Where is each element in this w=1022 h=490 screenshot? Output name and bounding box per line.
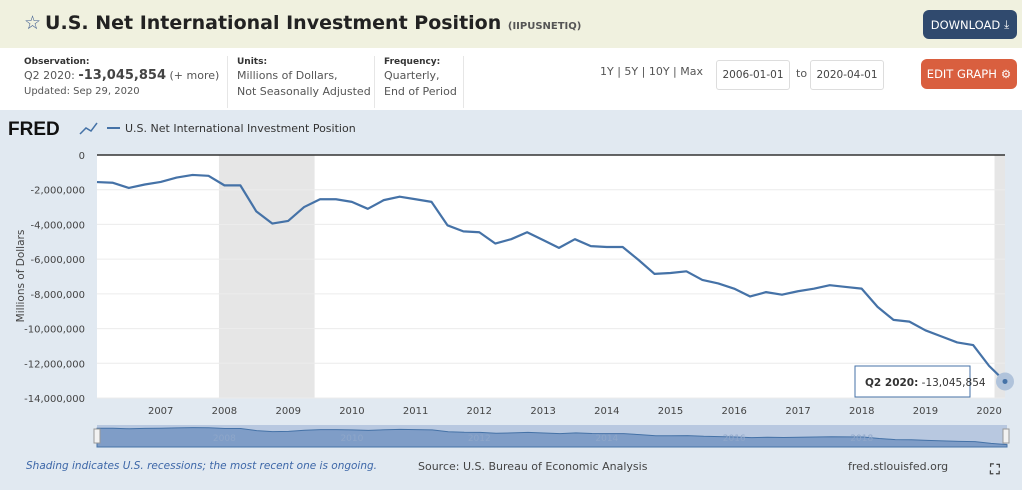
observation-label: Observation: (24, 57, 90, 67)
x-tick-label: 2017 (785, 406, 810, 417)
frequency-block: Frequency: Quarterly, End of Period (384, 56, 457, 100)
x-tick-label: 2008 (212, 406, 237, 417)
navigator-right-handle[interactable] (1002, 428, 1010, 444)
range-10y[interactable]: 10Y (648, 65, 670, 78)
star-icon[interactable]: ☆ (24, 12, 42, 34)
logo-graph-icon (79, 122, 98, 135)
x-tick-label: 2015 (658, 406, 683, 417)
observation-block: Observation: Q2 2020: -13,045,854 (+ mor… (24, 56, 219, 100)
fullscreen-icon[interactable]: ⛶ (990, 462, 1000, 478)
series-title: U.S. Net International Investment Positi… (45, 12, 502, 34)
divider (374, 56, 375, 108)
x-tick-label: 2020 (976, 406, 1001, 417)
x-tick-label: 2014 (594, 406, 619, 417)
y-tick-label: -4,000,000 (30, 220, 85, 231)
recession-shading (218, 155, 315, 398)
site-link[interactable]: fred.stlouisfed.org (848, 460, 949, 473)
series-line (96, 173, 1006, 383)
page-title: ☆ U.S. Net International Investment Posit… (24, 12, 581, 34)
tooltip: Q2 2020: -13,045,854 (854, 365, 986, 398)
edit-graph-label: EDIT GRAPH (926, 67, 997, 81)
navigator-label: 2016 (723, 434, 746, 444)
frequency-label: Frequency: (384, 57, 441, 67)
y-tick-label: -12,000,000 (24, 359, 85, 370)
y-tick-label: -10,000,000 (24, 325, 85, 336)
updated-date: Updated: Sep 29, 2020 (24, 86, 140, 97)
x-tick-label: 2007 (148, 406, 173, 417)
y-tick-label: -14,000,000 (24, 394, 85, 405)
units-line2: Not Seasonally Adjusted (237, 85, 371, 98)
range-selector: 1Y | 5Y | 10Y | Max (600, 65, 704, 78)
source-label: Source: U.S. Bureau of Economic Analysis (418, 460, 648, 473)
edit-graph-button[interactable]: EDIT GRAPH ⚙ (921, 59, 1017, 89)
x-tick-label: 2010 (339, 406, 364, 417)
x-tick-label: 2011 (403, 406, 428, 417)
download-icon: ⤓ (1004, 17, 1010, 31)
download-label: DOWNLOAD (930, 17, 1001, 32)
frequency-line1: Quarterly, (384, 69, 440, 82)
navigator[interactable]: 2008 2010 2012 2014 2016 2018 (93, 425, 1010, 448)
navigator-left-handle[interactable] (93, 428, 101, 444)
divider (227, 56, 228, 108)
navigator-label: 2008 (213, 434, 236, 444)
x-tick-label: 2009 (276, 406, 301, 417)
x-tick-label: 2018 (849, 406, 874, 417)
navigator-label: 2014 (595, 434, 618, 444)
units-line1: Millions of Dollars, (237, 69, 338, 82)
svg-text:Q2 2020: -13,045,854: Q2 2020: -13,045,854 (865, 377, 986, 389)
to-label: to (796, 67, 808, 80)
end-date-input[interactable]: 2020-04-01 (810, 60, 884, 90)
frequency-line2: End of Period (384, 85, 457, 98)
y-tick-label: 0 (79, 151, 85, 162)
x-tick-label: 2019 (913, 406, 938, 417)
gear-icon: ⚙ (1000, 67, 1012, 81)
recession-note[interactable]: Shading indicates U.S. recessions; the m… (26, 460, 378, 472)
series-id: (IIPUSNETIQ) (507, 21, 582, 32)
divider (463, 56, 464, 108)
legend-label: U.S. Net International Investment Positi… (125, 122, 356, 135)
tooltip-value: -13,045,854 (922, 377, 986, 389)
units-block: Units: Millions of Dollars, Not Seasonal… (237, 56, 371, 100)
y-tick-label: -2,000,000 (30, 186, 85, 197)
start-date-input[interactable]: 2006-01-01 (716, 60, 790, 90)
observation-period: Q2 2020: (24, 69, 75, 82)
fred-logo: FRED (8, 119, 60, 140)
x-tick-label: 2016 (721, 406, 746, 417)
range-max[interactable]: Max (680, 65, 704, 78)
recession-shading (994, 155, 1005, 398)
units-label: Units: (237, 57, 268, 67)
y-tick-label: -6,000,000 (30, 255, 85, 266)
y-axis-title: Millions of Dollars (15, 230, 27, 323)
range-1y[interactable]: 1Y (600, 65, 614, 78)
observation-value: -13,045,854 (78, 68, 166, 83)
navigator-label: 2012 (468, 434, 491, 444)
highlight-point (1002, 378, 1008, 384)
title-bar: ☆ U.S. Net International Investment Posit… (0, 0, 1022, 48)
navigator-label: 2018 (850, 434, 873, 444)
y-tick-label: -8,000,000 (30, 290, 85, 301)
x-tick-label: 2012 (467, 406, 492, 417)
download-button[interactable]: DOWNLOAD ⤓ (923, 10, 1017, 39)
x-tick-label: 2013 (530, 406, 555, 417)
range-5y[interactable]: 5Y (624, 65, 639, 78)
more-link[interactable]: (+ more) (169, 69, 220, 82)
navigator-label: 2010 (340, 434, 363, 444)
tooltip-label: Q2 2020: (865, 377, 918, 389)
